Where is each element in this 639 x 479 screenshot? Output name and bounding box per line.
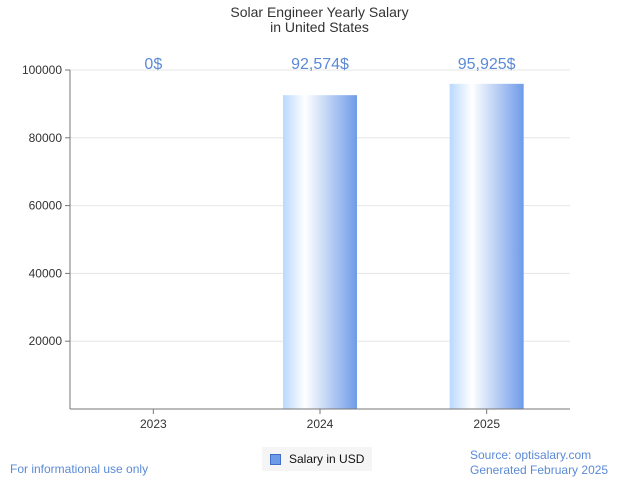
bar-chart: 20000 40000 60000 80000 100000 2023 2024 2025 0… [22, 56, 570, 431]
legend-swatch [270, 453, 281, 465]
axes: 20000 40000 60000 80000 100000 2023 2024 2025 [22, 63, 570, 431]
x-tick-label: 2025 [473, 417, 500, 431]
bar[interactable] [449, 83, 524, 410]
legend[interactable]: Salary in USD [262, 447, 373, 471]
y-tick-label: 60000 [29, 199, 63, 213]
x-tick-label: 2024 [307, 417, 334, 431]
legend-label: Salary in USD [289, 452, 365, 466]
y-tick-label: 80000 [29, 131, 63, 145]
chart-subtitle: in United States [270, 19, 369, 35]
x-tick-label: 2023 [140, 417, 167, 431]
bar[interactable] [283, 95, 357, 410]
bars [283, 83, 524, 410]
chart-title: Solar Engineer Yearly Salary [230, 4, 409, 20]
source-link[interactable]: Source: optisalary.com [470, 448, 592, 462]
disclaimer: For informational use only [10, 462, 149, 476]
bar-value-label: 95,925$ [458, 56, 516, 73]
y-tick-label: 100000 [22, 63, 62, 77]
bar-value-label: 0$ [144, 56, 162, 73]
y-tick-label: 20000 [29, 334, 63, 348]
bar-value-label: 92,574$ [291, 56, 349, 73]
generated-date: Generated February 2025 [470, 463, 609, 477]
y-tick-label: 40000 [29, 266, 63, 280]
data-labels: 0$ 92,574$ 95,925$ [144, 56, 515, 73]
